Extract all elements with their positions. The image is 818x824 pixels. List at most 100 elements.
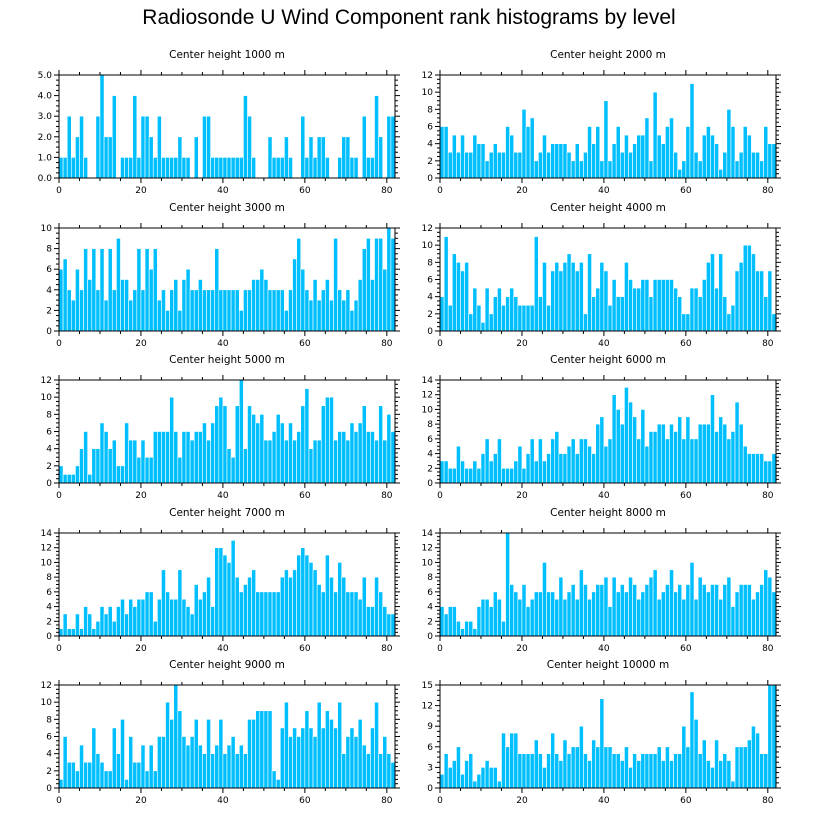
bar (83, 761, 88, 789)
bar (296, 431, 302, 484)
bar (656, 746, 662, 789)
bar (325, 157, 330, 179)
bar (468, 620, 474, 637)
bar (79, 628, 84, 637)
bar (218, 396, 224, 484)
y-tick-label: 10 (41, 224, 53, 234)
x-tick-label: 40 (598, 796, 610, 806)
bar (759, 160, 765, 179)
bar (144, 115, 150, 179)
bar (374, 95, 379, 179)
y-tick-label: 8 (46, 715, 52, 725)
bar (152, 157, 158, 179)
bar (95, 115, 101, 179)
bar (611, 143, 617, 179)
bar (763, 569, 769, 637)
bar (214, 157, 220, 179)
bar (771, 684, 777, 789)
bar (193, 289, 199, 332)
y-tick-label: 12 (422, 224, 433, 234)
bar (132, 289, 138, 332)
bar (234, 157, 240, 179)
bar (185, 744, 191, 789)
bar (95, 620, 101, 637)
bar (374, 439, 379, 484)
bar (693, 287, 699, 332)
bar (636, 760, 642, 789)
bar (152, 248, 158, 332)
x-tick-label: 60 (680, 186, 692, 196)
bar (632, 143, 637, 179)
bar (120, 465, 125, 484)
bar (640, 409, 646, 484)
bar (165, 591, 170, 637)
bar (738, 423, 744, 484)
bar (656, 598, 662, 637)
y-tick-label: 4 (427, 293, 433, 303)
bar (439, 296, 445, 332)
bar (546, 151, 551, 179)
bar (644, 445, 650, 484)
bar (521, 584, 527, 637)
bar (103, 770, 109, 789)
bar (640, 279, 646, 332)
bar (189, 439, 195, 484)
bar (521, 304, 527, 332)
bar (316, 701, 322, 789)
bar (107, 136, 113, 179)
bar (673, 431, 678, 484)
bar (62, 258, 68, 332)
x-tick-label: 80 (381, 796, 393, 806)
x-tick-label: 20 (516, 491, 528, 501)
bar (599, 698, 605, 789)
x-tick-label: 20 (135, 644, 147, 654)
y-tick-label: 2 (46, 462, 52, 472)
bar (513, 296, 519, 332)
panel-title: Center height 6000 m (550, 354, 666, 366)
x-tick-label: 60 (680, 796, 692, 806)
bar (447, 606, 453, 637)
x-tick-label: 0 (56, 186, 62, 196)
bar (525, 753, 531, 789)
bar (747, 244, 752, 332)
bar (759, 270, 765, 332)
bar (320, 727, 326, 789)
bar (99, 761, 105, 789)
bar (243, 584, 248, 637)
y-tick-label: 2 (46, 617, 52, 627)
y-tick-label: 12 (41, 544, 52, 554)
bar (685, 126, 691, 179)
chart-panel: 0 20 40 60 80 0 2 4 6 8 10 12 Center height 4000 m (422, 202, 781, 349)
bar (296, 238, 302, 332)
bar (75, 770, 80, 789)
bar (366, 157, 371, 179)
bar (83, 606, 88, 637)
bar (386, 414, 392, 484)
bar (751, 598, 756, 637)
bar (366, 753, 371, 789)
bar (275, 289, 281, 332)
bar (284, 439, 289, 484)
bar (62, 157, 68, 179)
x-tick-label: 20 (516, 796, 528, 806)
bar (742, 126, 748, 179)
bar (333, 238, 338, 332)
bar (357, 719, 363, 789)
bar (710, 394, 715, 484)
y-tick-label: 3 (427, 763, 433, 773)
bar (517, 445, 523, 484)
bar (120, 157, 125, 179)
bar (599, 584, 605, 637)
y-tick-label: 14 (41, 529, 53, 539)
bar (759, 453, 765, 484)
bar (173, 431, 179, 484)
bar (562, 262, 568, 332)
bar (107, 248, 113, 332)
bar (271, 591, 277, 637)
bar (337, 157, 343, 179)
bar (132, 761, 138, 789)
y-tick-label: 1.0 (38, 153, 53, 163)
bar (70, 157, 76, 179)
bar (181, 279, 187, 332)
bar (58, 268, 64, 332)
